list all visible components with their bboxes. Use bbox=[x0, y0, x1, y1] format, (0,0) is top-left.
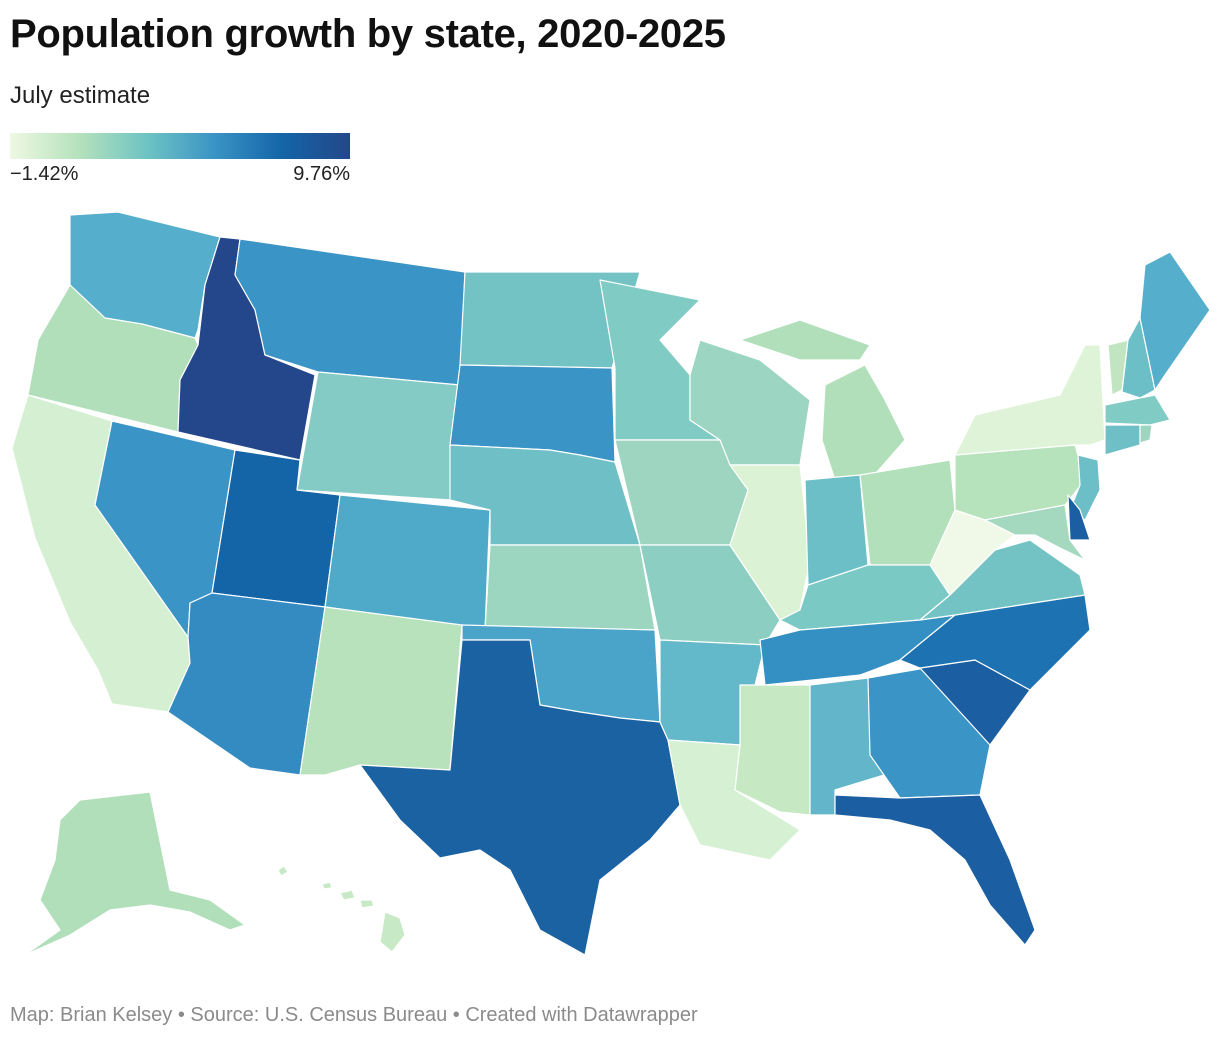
state-wyoming[interactable] bbox=[296, 371, 461, 501]
chart-title: Population growth by state, 2020-2025 bbox=[10, 12, 726, 56]
color-legend: −1.42% 9.76% bbox=[10, 133, 350, 191]
state-new-jersey[interactable] bbox=[1069, 454, 1101, 521]
state-florida[interactable] bbox=[834, 794, 1036, 946]
state-new-york[interactable] bbox=[954, 344, 1106, 456]
state-hawaii[interactable] bbox=[277, 865, 406, 953]
state-kansas[interactable] bbox=[484, 544, 656, 631]
state-connecticut[interactable] bbox=[1104, 424, 1141, 456]
legend-max-label: 9.76% bbox=[293, 163, 350, 185]
legend-gradient-bar bbox=[10, 133, 350, 159]
state-massachusetts[interactable] bbox=[1104, 394, 1171, 426]
state-arizona[interactable] bbox=[167, 592, 326, 776]
state-maine[interactable] bbox=[1139, 251, 1211, 391]
state-new-hampshire[interactable] bbox=[1121, 317, 1156, 399]
legend-min-label: −1.42% bbox=[10, 163, 79, 185]
state-alaska[interactable] bbox=[24, 791, 246, 956]
state-maryland[interactable] bbox=[984, 504, 1086, 561]
state-michigan[interactable] bbox=[739, 319, 906, 481]
chart-subtitle: July estimate bbox=[10, 82, 151, 109]
state-mississippi[interactable] bbox=[734, 684, 811, 816]
state-new-mexico[interactable] bbox=[299, 606, 463, 776]
legend-labels: −1.42% 9.76% bbox=[10, 163, 350, 191]
state-missouri[interactable] bbox=[639, 544, 781, 646]
state-rhode-island[interactable] bbox=[1139, 424, 1153, 444]
state-texas[interactable] bbox=[359, 639, 681, 956]
state-delaware[interactable] bbox=[1067, 494, 1091, 541]
source-footer: Map: Brian Kelsey • Source: U.S. Census … bbox=[10, 1004, 698, 1026]
us-choropleth-map bbox=[11, 211, 1211, 956]
